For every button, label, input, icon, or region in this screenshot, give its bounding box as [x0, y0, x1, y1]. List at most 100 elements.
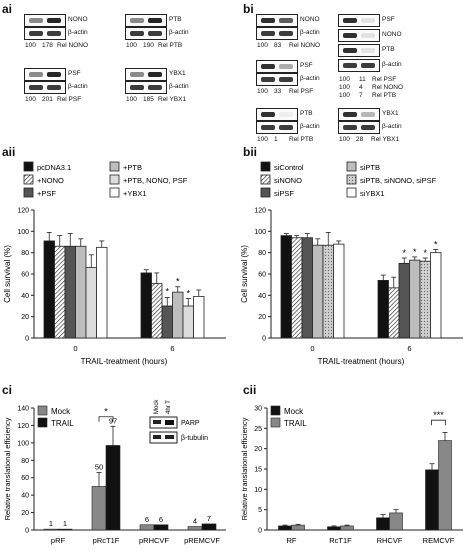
significance-bracket — [98, 416, 114, 422]
legend-label: +PSF — [37, 189, 56, 198]
blot-row — [24, 27, 66, 40]
y-axis-label: Relative translational efficiency — [240, 417, 249, 520]
blot-row — [24, 68, 66, 81]
blot-band — [29, 31, 43, 36]
rel-label: Rel PSF — [372, 76, 397, 83]
blot-band — [343, 63, 357, 68]
panel-label-ci: ci — [2, 383, 13, 397]
inset-blot-row — [149, 416, 178, 429]
blot-row — [24, 14, 66, 27]
blot-label: PSF — [382, 16, 395, 23]
x-tick-label: RHCVF — [377, 536, 403, 545]
rel-value: 201 — [42, 96, 53, 103]
blot-band — [29, 18, 43, 23]
blot-label: NONO — [300, 16, 320, 23]
bar — [105, 445, 121, 531]
blot-band — [279, 64, 293, 69]
rel-label: Rel NONO — [57, 42, 89, 49]
x-tick-label: 6 — [170, 344, 174, 353]
blot-row — [256, 27, 298, 40]
inset-col-label: 4hr T — [166, 400, 172, 414]
panel-label-cii: cii — [243, 383, 257, 397]
blot-row — [338, 14, 380, 27]
blot-row — [256, 14, 298, 27]
y-tick-label: 40 — [21, 293, 29, 300]
y-tick-label: 40 — [21, 493, 29, 500]
rel-label: Rel PTB — [289, 136, 314, 143]
blot-row — [338, 44, 380, 57]
y-tick-label: 120 — [17, 423, 29, 430]
significance-star: * — [176, 277, 180, 287]
y-tick-label: 60 — [258, 272, 266, 279]
significance-star: * — [434, 239, 438, 249]
significance-star: *** — [433, 410, 444, 420]
y-tick-label: 100 — [17, 440, 29, 447]
rel-value: 100 — [339, 76, 350, 83]
x-tick-label: 6 — [407, 344, 411, 353]
blot-label: PTB — [169, 16, 182, 23]
blot-band — [261, 31, 275, 36]
y-axis-label: Cell survival (%) — [3, 245, 12, 303]
bar — [91, 486, 107, 531]
panel-label-bi: bi — [243, 2, 254, 16]
blot-band — [261, 18, 275, 23]
bar — [398, 262, 410, 339]
blot-band — [261, 77, 275, 82]
blot-band — [148, 72, 162, 77]
y-tick-label: 140 — [17, 406, 29, 413]
x-tick-label: pRHCVF — [139, 536, 169, 545]
legend-swatch — [270, 405, 281, 416]
rel-value: 100 — [25, 96, 36, 103]
y-axis-label: Cell survival (%) — [240, 245, 249, 303]
legend-swatch — [260, 161, 271, 172]
legend-label: siNONO — [274, 176, 302, 185]
bar — [438, 440, 452, 531]
blot-label: β-actin — [382, 61, 402, 68]
blot-label: YBX1 — [382, 110, 399, 117]
legend-swatch — [260, 174, 271, 185]
x-tick-label: RF — [287, 536, 297, 545]
bar — [333, 243, 345, 339]
bar — [312, 244, 324, 339]
significance-star: * — [402, 248, 406, 258]
legend-swatch — [346, 187, 357, 198]
legend-label: TRAIL — [284, 419, 307, 428]
rel-label: Rel PTB — [158, 42, 183, 49]
bar — [419, 260, 431, 339]
legend-swatch — [270, 417, 281, 428]
blot-row — [338, 29, 380, 42]
blot-label: β-actin — [169, 83, 189, 90]
bar — [153, 524, 169, 531]
y-tick-label: 0 — [25, 528, 29, 535]
blot-label: NONO — [68, 16, 88, 23]
inset-row-label: PARP — [181, 420, 200, 427]
blot-band — [279, 31, 293, 36]
blot-label: β-actin — [68, 83, 88, 90]
y-tick-label: 20 — [21, 314, 29, 321]
blot-band — [130, 31, 144, 36]
rel-value: 190 — [143, 42, 154, 49]
bar — [301, 237, 313, 339]
bar — [377, 280, 389, 339]
data-label: 4 — [193, 517, 197, 526]
blot-band — [279, 112, 293, 117]
blot-row — [256, 108, 298, 121]
blot-row — [256, 121, 298, 134]
rel-value: 4 — [359, 84, 363, 91]
y-tick-label: 60 — [21, 475, 29, 482]
significance-bracket — [431, 419, 446, 426]
x-tick-label: pREMCVF — [184, 536, 220, 545]
significance-star: * — [413, 247, 417, 257]
x-tick-label: 0 — [310, 344, 314, 353]
y-tick-label: 10 — [254, 487, 262, 494]
legend-label: +YBX1 — [123, 189, 147, 198]
rel-label: Rel NONO — [289, 42, 321, 49]
bar — [64, 245, 76, 339]
inset-band — [153, 435, 161, 439]
bar — [43, 240, 55, 339]
y-tick-label: 0 — [258, 528, 262, 535]
blot-band — [343, 18, 357, 23]
data-label: 1 — [49, 519, 53, 528]
blot-label: β-actin — [169, 29, 189, 36]
y-tick-label: 60 — [21, 272, 29, 279]
